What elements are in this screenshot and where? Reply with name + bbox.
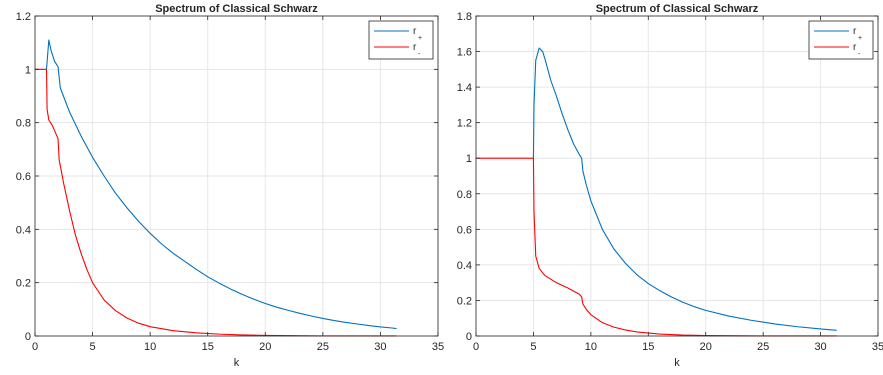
y-tick-label: 0: [25, 331, 31, 343]
legend-label: r: [413, 42, 417, 53]
x-tick-label: 5: [90, 341, 96, 353]
x-tick-label: 35: [432, 341, 444, 353]
x-tick-label: 20: [259, 341, 271, 353]
chart-title: Spectrum of Classical Schwarz: [155, 3, 318, 15]
y-tick-label: 1.6: [457, 47, 472, 59]
legend-label-subscript: +: [858, 35, 862, 42]
plot-area: [476, 16, 878, 336]
legend-box: [808, 20, 874, 60]
y-tick-label: 0.2: [16, 278, 31, 290]
x-tick-label: 10: [585, 341, 597, 353]
legend-box: [368, 20, 434, 60]
y-tick-label: 0.6: [457, 224, 472, 236]
series-line-r-minus: [35, 68, 397, 337]
y-tick-label: 1: [466, 153, 472, 165]
y-tick-label: 0.8: [16, 118, 31, 130]
y-tick-label: 0.4: [457, 260, 472, 272]
x-tick-label: 25: [317, 341, 329, 353]
x-tick-label: 0: [32, 341, 38, 353]
y-tick-label: 1.8: [457, 11, 472, 23]
series-line-r-plus: [45, 39, 397, 330]
y-tick-label: 1: [25, 64, 31, 76]
x-axis-label: k: [234, 357, 240, 369]
right-chart: 0 5 10 15 20 25 30 35 0 0.2 0.4 0.6 0.8 1 1.2 1.4 1.6 1.8…: [457, 3, 883, 369]
y-tick-label: 0.4: [16, 224, 31, 236]
legend-label-subscript: -: [418, 51, 421, 58]
y-tick-label: 1.4: [457, 82, 472, 94]
x-tick-label: 10: [144, 341, 156, 353]
x-tick-label: 35: [872, 341, 883, 353]
y-tick-label: 0.8: [457, 189, 472, 201]
y-tick-label: 0.2: [457, 295, 472, 307]
y-tick-label: 1.2: [457, 118, 472, 130]
left-chart: 0 5 10 15 20 25 30 35 0 0.2 0.4 0.6 0.8 1 1.2 Spectrum …: [16, 3, 444, 369]
legend-label-subscript: -: [858, 51, 861, 58]
y-tick-label: 1.2: [16, 11, 31, 23]
axes-box: [475, 15, 879, 337]
x-tick-label: 20: [700, 341, 712, 353]
y-tick-label: 0: [466, 331, 472, 343]
legend-label: r: [853, 26, 857, 37]
series-line-r-plus: [532, 47, 837, 331]
x-tick-label: 5: [530, 341, 536, 353]
series-line-r-minus: [476, 157, 837, 337]
y-tick-label: 0.6: [16, 171, 31, 183]
x-tick-label: 30: [374, 341, 386, 353]
chart-title: Spectrum of Classical Schwarz: [596, 3, 759, 15]
legend-label: r: [413, 26, 417, 37]
x-tick-label: 30: [814, 341, 826, 353]
legend-label-subscript: +: [418, 35, 422, 42]
x-tick-label: 15: [642, 341, 654, 353]
x-tick-label: 15: [202, 341, 214, 353]
x-tick-label: 0: [473, 341, 479, 353]
x-tick-label: 25: [757, 341, 769, 353]
legend-label: r: [853, 42, 857, 53]
x-axis-label: k: [674, 357, 680, 369]
